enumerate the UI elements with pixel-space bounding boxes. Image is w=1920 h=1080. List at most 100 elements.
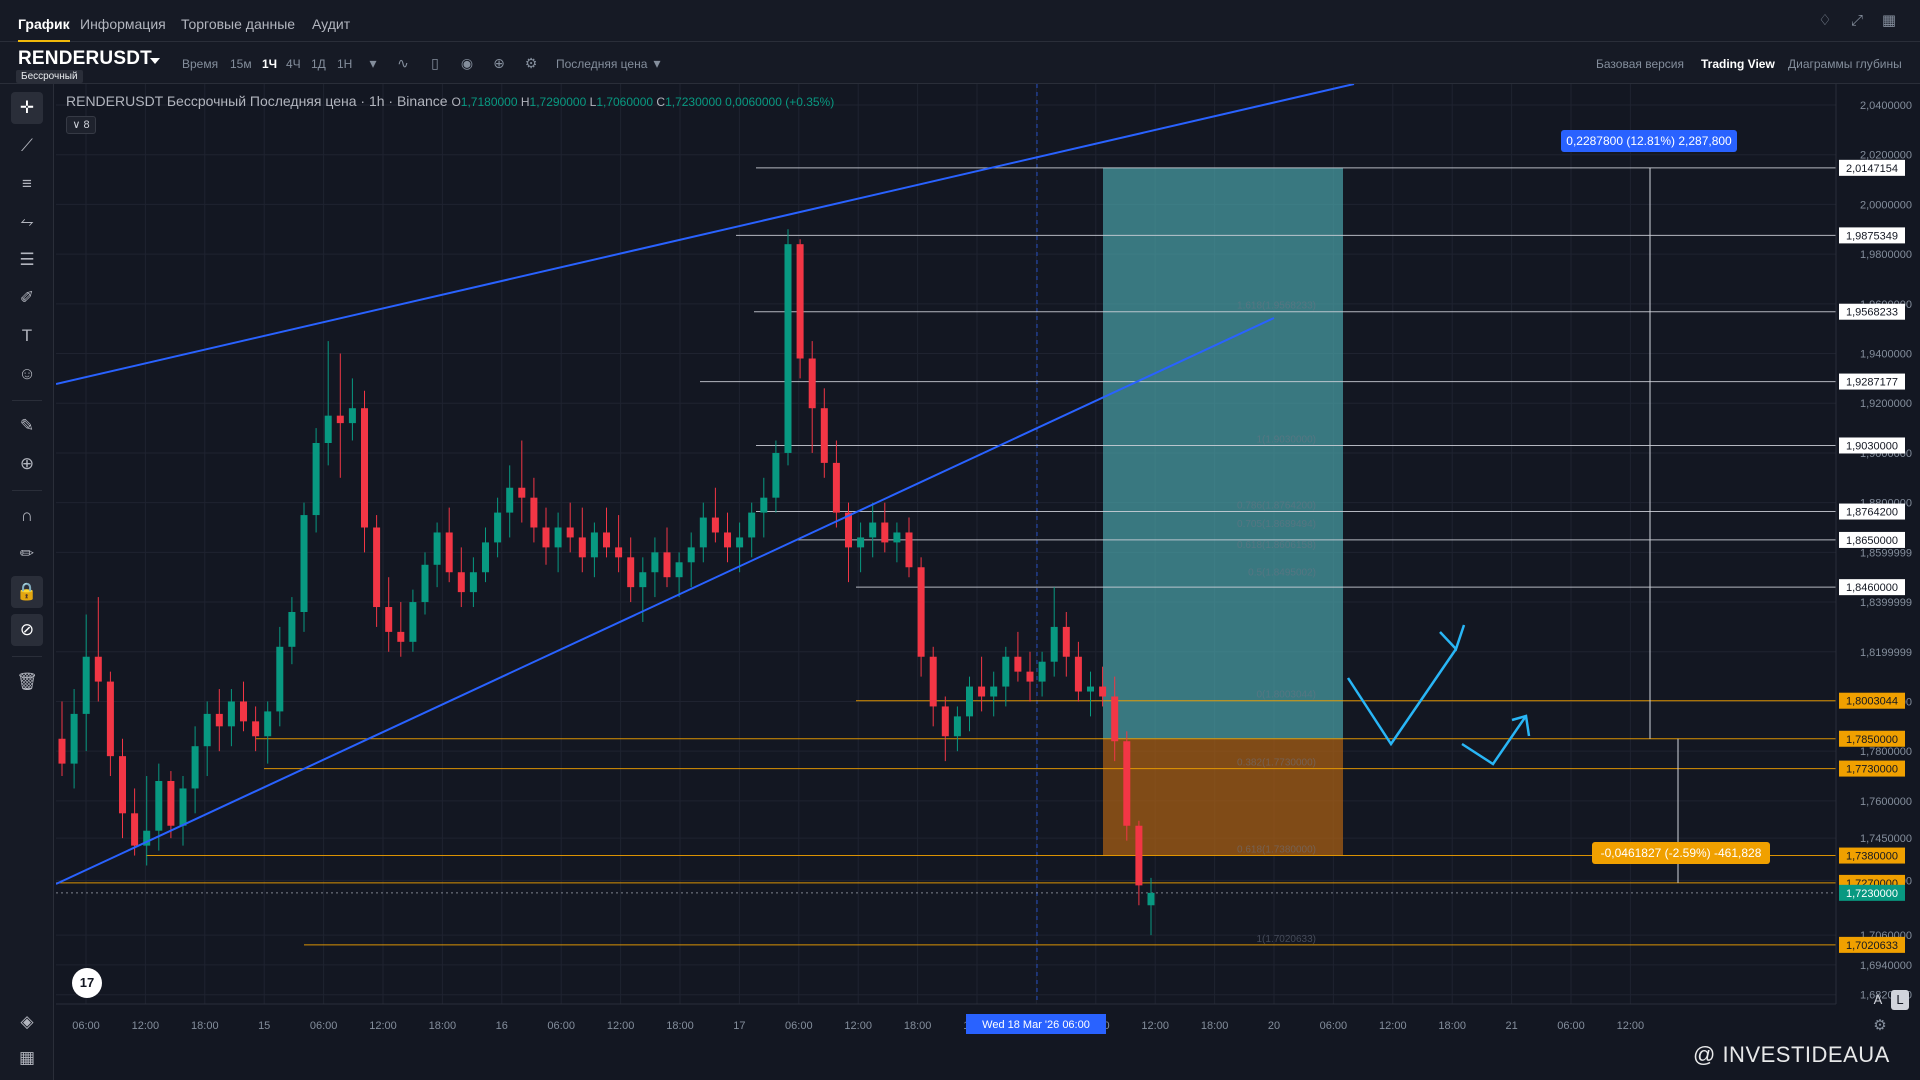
lock-icon[interactable]: 🔒 bbox=[11, 576, 43, 608]
price-level-tag-label: 1,9287177 bbox=[1846, 377, 1898, 389]
candle-body bbox=[1038, 661, 1046, 682]
candle-type-icon[interactable]: ▯ bbox=[431, 55, 439, 71]
zoom-icon[interactable]: ⊕ bbox=[19, 454, 35, 473]
tradingview-logo: 17 bbox=[72, 968, 102, 998]
layers-icon[interactable]: ◈ bbox=[20, 1012, 34, 1031]
trend-line-icon[interactable]: ⟋ bbox=[21, 136, 33, 155]
price-tick-label: 1,9800000 bbox=[1860, 249, 1912, 261]
timeframe-1w[interactable]: 1Н bbox=[337, 57, 353, 71]
trash-icon[interactable]: 🗑 bbox=[16, 672, 38, 691]
view-basic[interactable]: Базовая версия bbox=[1596, 57, 1684, 71]
view-trading-view[interactable]: Trading View bbox=[1701, 57, 1775, 71]
tab-chart[interactable]: График bbox=[18, 16, 70, 42]
time-tick-label: 06:00 bbox=[785, 1020, 813, 1032]
candle-body bbox=[724, 532, 731, 548]
price-level-tag bbox=[1839, 730, 1905, 747]
candle-body bbox=[167, 781, 175, 826]
candle-body bbox=[566, 527, 574, 538]
candle-body bbox=[1099, 686, 1107, 697]
candle-body bbox=[191, 746, 199, 789]
text-icon[interactable]: T bbox=[21, 326, 33, 345]
price-level-tag-label: 1,7020633 bbox=[1846, 940, 1898, 952]
time-tick-label: 18:00 bbox=[429, 1020, 457, 1032]
candle-body bbox=[639, 572, 647, 588]
bell-icon[interactable]: ♢ bbox=[1818, 12, 1832, 29]
collapse-indicators-button[interactable]: ∨ 8 bbox=[66, 116, 96, 134]
brush-icon[interactable]: ✐ bbox=[19, 288, 35, 307]
chevron-down-icon[interactable] bbox=[150, 58, 160, 64]
symbol-selector[interactable]: RENDERUSDT bbox=[18, 48, 152, 69]
tab-info[interactable]: Информация bbox=[80, 16, 166, 32]
camera-icon[interactable]: ◉ bbox=[460, 55, 474, 71]
candle-body bbox=[869, 522, 877, 538]
hide-icon[interactable]: ⊘ bbox=[11, 614, 43, 646]
time-tick-label: 12:00 bbox=[1141, 1020, 1169, 1032]
log-scale-button[interactable]: L bbox=[1891, 990, 1909, 1010]
expand-icon[interactable]: ⤢ bbox=[1850, 12, 1863, 29]
watermark: @ INVESTIDEAUA bbox=[1693, 1042, 1890, 1067]
time-tick-label: 12:00 bbox=[1379, 1020, 1407, 1032]
candle-body bbox=[651, 552, 659, 573]
timeframe-1h[interactable]: 1Ч bbox=[262, 57, 278, 71]
price-type-select[interactable]: Последняя цена bbox=[556, 57, 648, 71]
settings-icon[interactable]: ⚙ bbox=[524, 55, 538, 71]
price-level-tag bbox=[1839, 531, 1905, 548]
price-tick-label: 1,8399999 bbox=[1860, 597, 1912, 609]
fib-level-label: 0.382(1.7730000) bbox=[1237, 758, 1316, 769]
auto-scale-button[interactable]: A bbox=[1873, 992, 1883, 1007]
layout-icon[interactable]: ▦ bbox=[1881, 12, 1897, 29]
more-timeframes-icon[interactable]: ▾ bbox=[369, 55, 377, 71]
candle-body bbox=[106, 681, 114, 757]
candle-body bbox=[82, 656, 90, 714]
view-depth-chart[interactable]: Диаграммы глубины bbox=[1788, 57, 1902, 71]
indicators-icon[interactable]: ∿ bbox=[397, 55, 409, 71]
time-tick-label: 18:00 bbox=[666, 1020, 694, 1032]
add-icon[interactable]: ⊕ bbox=[493, 55, 505, 71]
calendar-icon[interactable]: ▦ bbox=[18, 1048, 36, 1067]
fib-level-label: 0.705(1.8689494) bbox=[1237, 519, 1316, 530]
candle-body bbox=[1002, 656, 1010, 687]
fib-icon[interactable]: ☰ bbox=[19, 250, 35, 269]
divider bbox=[12, 656, 42, 657]
candle-body bbox=[215, 713, 223, 727]
loss-label: -0,0461827 (-2.59%) -461,828 bbox=[1601, 846, 1762, 860]
price-level-tag bbox=[1839, 373, 1905, 390]
crosshair-icon[interactable]: ✛ bbox=[11, 92, 43, 124]
tab-trading-data[interactable]: Торговые данные bbox=[181, 16, 296, 32]
timeframe-15m[interactable]: 15м bbox=[230, 57, 252, 71]
time-tick-label: 18:00 bbox=[904, 1020, 932, 1032]
loss-label-box bbox=[1592, 842, 1770, 864]
candle-body bbox=[397, 631, 405, 642]
candle-body bbox=[348, 408, 356, 424]
candle-body bbox=[808, 358, 816, 409]
timeframe-1d[interactable]: 1Д bbox=[311, 57, 326, 71]
chart-area[interactable]: 1.618(1.9568233) 1(1.9030000) 0.786(1.8764… bbox=[56, 84, 1920, 1080]
divider bbox=[12, 400, 42, 401]
price-tick-label: 1,9400000 bbox=[1860, 349, 1912, 361]
candle-body bbox=[58, 738, 66, 764]
loss-zone bbox=[1103, 738, 1343, 856]
magnet-icon[interactable]: ∩ bbox=[20, 506, 34, 525]
ruler-icon[interactable]: ✎ bbox=[19, 416, 35, 435]
lock-drawings-icon[interactable]: ✏ bbox=[19, 544, 35, 563]
emoji-icon[interactable]: ☺ bbox=[18, 364, 36, 383]
candle-body bbox=[832, 462, 840, 513]
time-label[interactable]: Время bbox=[182, 57, 219, 71]
candle-body bbox=[990, 686, 998, 697]
settings-gear-icon[interactable]: ⚙ bbox=[1873, 1016, 1886, 1034]
price-tick-label: 1,9200000 bbox=[1860, 398, 1912, 410]
crosshair-time-label: Wed 18 Mar '26 06:00 bbox=[982, 1019, 1090, 1031]
horizontal-lines-icon[interactable]: ≡ bbox=[22, 174, 32, 193]
price-type-chevron-icon[interactable]: ▾ bbox=[653, 55, 661, 71]
price-chart[interactable]: 1.618(1.9568233) 1(1.9030000) 0.786(1.8764… bbox=[56, 84, 1920, 1080]
candle-body bbox=[385, 607, 393, 632]
pattern-icon[interactable]: ⥊ bbox=[20, 212, 34, 231]
candle-body bbox=[627, 557, 635, 588]
candle-body bbox=[760, 497, 768, 513]
tab-audit[interactable]: Аудит bbox=[312, 16, 351, 32]
timeframe-4h[interactable]: 4Ч bbox=[286, 57, 301, 71]
candle-body bbox=[421, 564, 429, 603]
drawing-toolbar: ✛ ⟋ ≡ ⥊ ☰ ✐ T ☺ ✎ ⊕ ∩ ✏ 🔒 ⊘ 🗑 ◈ ▦ bbox=[0, 84, 54, 1080]
price-tick-label: 1,8599999 bbox=[1860, 547, 1912, 559]
candle-body bbox=[518, 487, 526, 498]
